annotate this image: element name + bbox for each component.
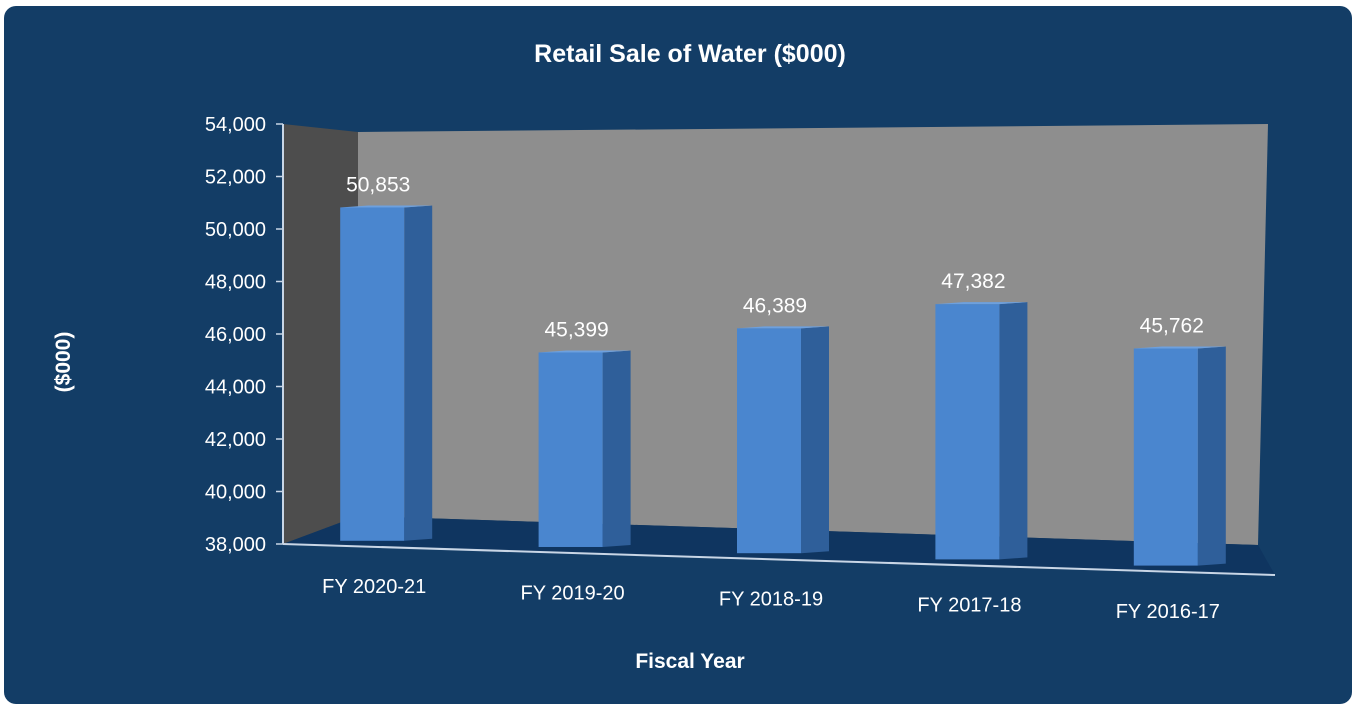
bar bbox=[1133, 346, 1226, 566]
chart-title: Retail Sale of Water ($000) bbox=[534, 40, 846, 68]
bar-side bbox=[999, 302, 1028, 560]
chart-side-wall bbox=[283, 124, 358, 544]
bar-side bbox=[602, 350, 631, 547]
bar-value-label: 50,853 bbox=[346, 173, 410, 196]
x-tick-label: FY 2019-20 bbox=[521, 582, 625, 604]
x-axis-ticks: FY 2020-21 FY 2019-20 FY 2018-19 FY 2017-18… bbox=[322, 576, 1220, 623]
bar-top bbox=[737, 326, 829, 329]
bar bbox=[340, 205, 433, 541]
bar bbox=[935, 302, 1028, 560]
y-tick-label: 54,000 bbox=[205, 114, 266, 136]
bar bbox=[538, 350, 631, 547]
x-axis-line bbox=[282, 543, 1276, 576]
bar-value-label: 47,382 bbox=[941, 270, 1005, 293]
y-tick-label: 40,000 bbox=[205, 482, 266, 504]
bar-side bbox=[1197, 346, 1226, 566]
bar-top bbox=[538, 350, 631, 353]
y-tick-label: 46,000 bbox=[205, 324, 266, 346]
bar-top bbox=[935, 302, 1028, 305]
y-tick-label: 44,000 bbox=[205, 377, 266, 399]
bar-front bbox=[1133, 348, 1198, 566]
bar-side bbox=[404, 205, 433, 541]
x-tick-label: FY 2018-19 bbox=[719, 589, 823, 611]
bar-front bbox=[737, 328, 801, 554]
x-axis-title: Fiscal Year bbox=[635, 650, 744, 673]
x-tick-label: FY 2016-17 bbox=[1116, 601, 1220, 623]
y-tick-label: 50,000 bbox=[205, 219, 266, 241]
bar-top bbox=[1133, 346, 1226, 349]
bar-front bbox=[340, 207, 405, 541]
bar-value-label: 45,762 bbox=[1140, 315, 1204, 338]
x-tick-label: FY 2017-18 bbox=[917, 595, 1021, 617]
y-axis-title: ($000) bbox=[52, 332, 75, 393]
bar-front bbox=[538, 352, 603, 547]
y-axis-ticks: 38,000 40,000 42,000 44,000 46,000 48,000 50,0… bbox=[205, 114, 283, 556]
bar-side bbox=[801, 326, 829, 554]
y-tick-label: 38,000 bbox=[205, 534, 266, 556]
bar-front bbox=[935, 304, 1000, 560]
bar-value-label: 46,389 bbox=[743, 294, 807, 317]
bar-top bbox=[340, 205, 433, 208]
y-tick-label: 52,000 bbox=[205, 167, 266, 189]
bar bbox=[737, 326, 829, 554]
y-tick-label: 48,000 bbox=[205, 272, 266, 294]
bars-group: 50,853 45,399 46,389 47,382 45,762 bbox=[340, 173, 1226, 566]
bar-value-label: 45,399 bbox=[544, 318, 608, 341]
x-tick-label: FY 2020-21 bbox=[322, 576, 426, 598]
y-tick-label: 42,000 bbox=[205, 429, 266, 451]
